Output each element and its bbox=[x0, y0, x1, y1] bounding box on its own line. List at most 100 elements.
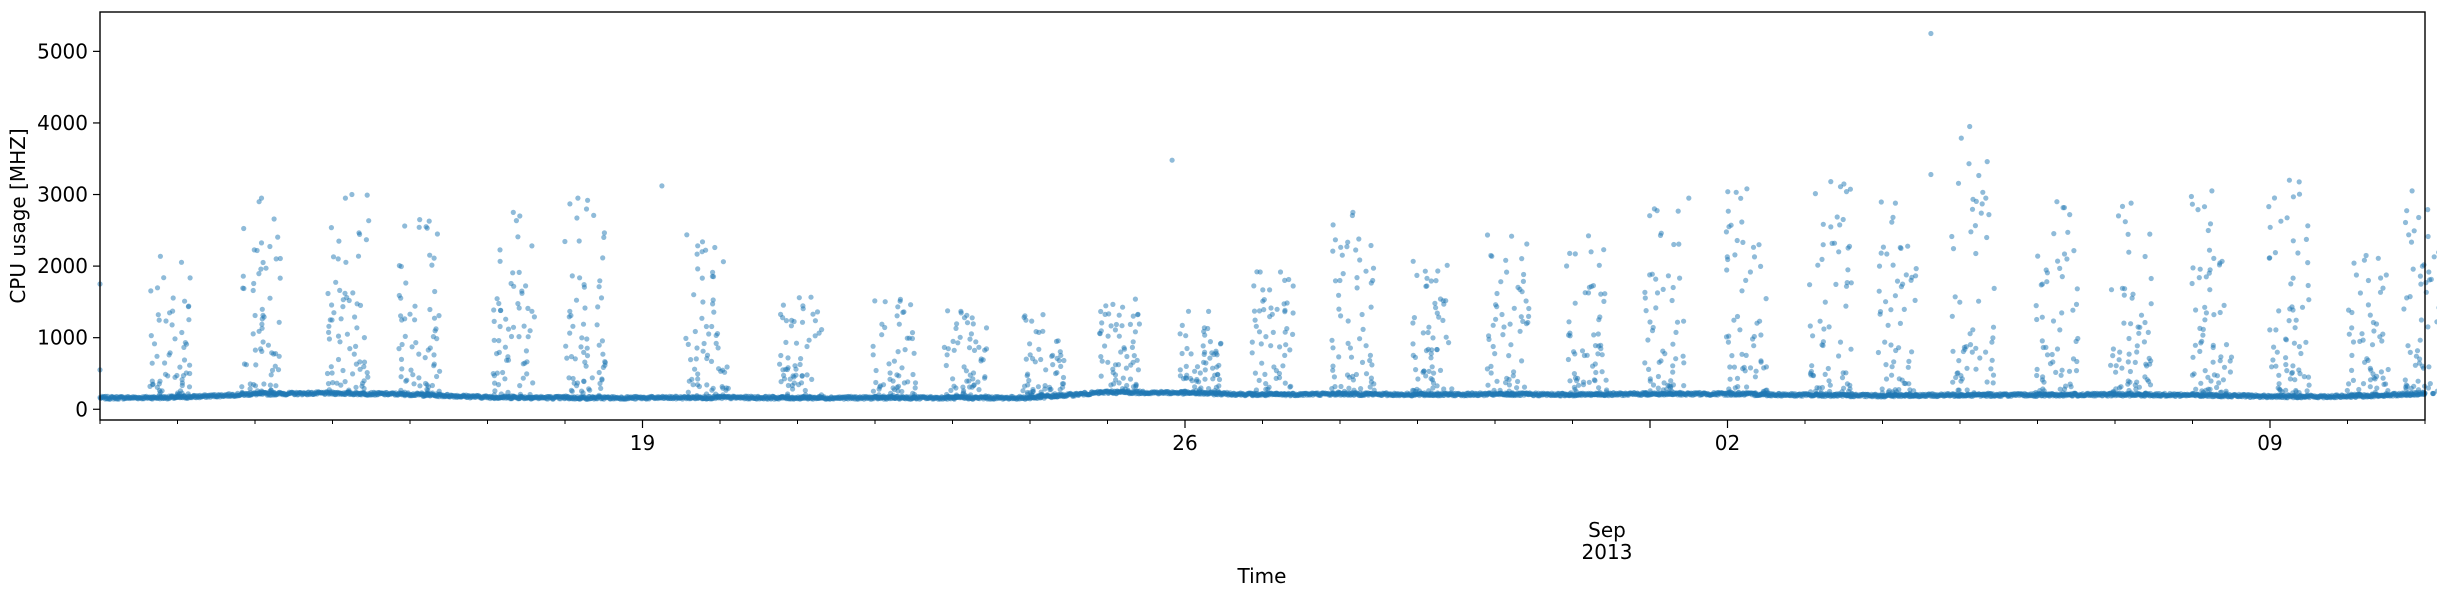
data-point bbox=[897, 296, 904, 302]
data-point bbox=[252, 347, 258, 353]
data-point bbox=[1202, 367, 1208, 373]
data-point bbox=[496, 349, 502, 355]
data-point bbox=[1251, 308, 1258, 314]
data-point bbox=[1061, 357, 1067, 364]
data-point bbox=[521, 323, 527, 329]
data-point bbox=[701, 393, 708, 399]
data-point bbox=[495, 382, 502, 388]
data-point bbox=[1262, 371, 1268, 377]
data-point bbox=[1651, 206, 1657, 212]
data-point bbox=[1127, 321, 1133, 327]
data-point bbox=[1734, 313, 1741, 320]
data-point bbox=[1677, 391, 1683, 397]
data-point bbox=[1733, 189, 1739, 195]
data-point bbox=[948, 387, 954, 393]
data-point bbox=[1410, 320, 1416, 326]
data-point bbox=[515, 234, 521, 240]
data-point bbox=[1345, 318, 1351, 324]
data-point bbox=[332, 389, 338, 396]
data-point bbox=[1590, 363, 1596, 369]
data-point bbox=[1177, 367, 1183, 373]
data-point bbox=[1593, 391, 1600, 398]
data-point bbox=[523, 283, 529, 289]
data-point bbox=[436, 313, 442, 319]
data-point bbox=[1118, 349, 1124, 355]
data-point bbox=[1425, 346, 1431, 352]
data-point bbox=[980, 357, 986, 363]
data-point bbox=[1206, 386, 1212, 392]
data-point bbox=[508, 280, 514, 287]
data-point bbox=[1429, 364, 1435, 370]
data-point bbox=[353, 384, 359, 390]
data-point bbox=[1054, 394, 1060, 400]
data-point bbox=[1517, 328, 1523, 334]
data-point bbox=[870, 352, 876, 358]
data-point bbox=[241, 285, 247, 292]
data-point bbox=[259, 325, 265, 331]
data-point bbox=[497, 307, 504, 314]
data-point bbox=[958, 310, 964, 316]
data-point bbox=[1130, 339, 1136, 345]
data-point bbox=[960, 390, 967, 396]
data-point bbox=[268, 372, 274, 378]
data-point bbox=[804, 372, 810, 378]
data-point bbox=[1443, 334, 1449, 340]
data-point bbox=[789, 382, 795, 389]
data-point bbox=[1282, 329, 1288, 335]
data-point bbox=[431, 352, 437, 358]
data-point bbox=[433, 326, 439, 332]
data-point bbox=[352, 314, 358, 320]
data-point bbox=[1657, 232, 1664, 238]
data-point bbox=[1653, 305, 1659, 311]
data-point bbox=[1562, 391, 1568, 397]
data-point bbox=[426, 218, 432, 224]
data-point bbox=[1218, 390, 1224, 396]
data-point bbox=[497, 247, 503, 253]
data-point bbox=[1368, 304, 1374, 310]
data-point bbox=[778, 352, 784, 359]
data-point bbox=[814, 309, 821, 315]
data-point bbox=[261, 381, 267, 387]
data-point bbox=[1734, 237, 1740, 244]
data-point bbox=[1488, 252, 1494, 259]
data-point bbox=[273, 383, 279, 389]
data-point bbox=[963, 368, 970, 374]
data-point bbox=[1645, 337, 1651, 343]
data-point bbox=[581, 282, 587, 288]
data-point bbox=[347, 346, 353, 352]
data-point bbox=[1330, 248, 1336, 254]
data-point bbox=[271, 216, 277, 222]
data-point bbox=[1263, 334, 1269, 340]
data-point bbox=[253, 362, 259, 368]
data-point bbox=[1603, 389, 1609, 395]
data-point bbox=[1492, 351, 1498, 357]
data-point bbox=[277, 255, 283, 262]
data-point bbox=[1426, 324, 1432, 330]
data-point bbox=[1430, 380, 1437, 386]
data-point bbox=[409, 344, 415, 350]
data-point bbox=[162, 371, 169, 377]
data-point bbox=[802, 387, 808, 394]
data-point bbox=[693, 356, 699, 362]
data-point bbox=[1124, 353, 1130, 360]
data-point bbox=[566, 314, 572, 320]
data-point bbox=[1411, 315, 1417, 321]
data-point bbox=[517, 391, 524, 397]
data-point bbox=[399, 341, 405, 348]
data-point bbox=[330, 380, 336, 386]
data-point bbox=[1681, 383, 1687, 389]
data-point bbox=[1330, 391, 1336, 397]
data-point bbox=[1753, 368, 1759, 374]
data-point bbox=[525, 305, 531, 311]
data-point bbox=[256, 271, 262, 277]
data-point bbox=[685, 341, 691, 347]
data-point bbox=[353, 343, 359, 349]
data-point bbox=[1428, 351, 1434, 357]
data-point bbox=[1256, 377, 1262, 383]
data-point bbox=[808, 294, 814, 300]
data-point bbox=[1494, 290, 1500, 297]
data-point bbox=[1367, 352, 1373, 358]
data-point bbox=[793, 366, 799, 372]
data-point bbox=[599, 376, 605, 382]
data-point bbox=[491, 337, 497, 343]
